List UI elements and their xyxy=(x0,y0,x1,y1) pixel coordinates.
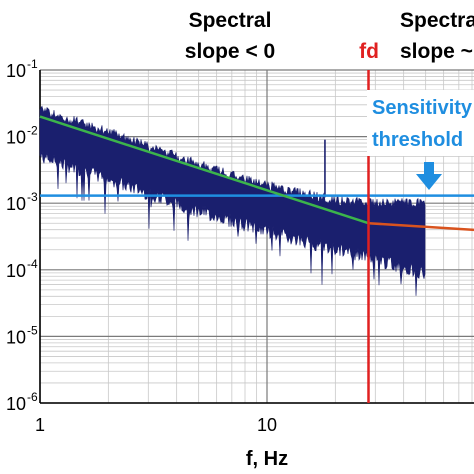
slope-left-line2: slope < 0 xyxy=(185,40,275,63)
y-tick-label: 10 xyxy=(6,61,26,81)
x-axis-label: f, Hz xyxy=(246,448,288,470)
x-tick-label: 1 xyxy=(35,415,45,435)
y-tick-label: 10 xyxy=(6,261,26,281)
y-tick-exponent: -6 xyxy=(27,390,38,404)
spectrum-trace xyxy=(39,105,426,296)
slope-right-line1: Spectral xyxy=(400,9,474,32)
fit-line xyxy=(368,221,474,232)
slope-right-line2: slope ~ xyxy=(400,40,473,63)
y-tick-exponent: -4 xyxy=(27,257,38,271)
threshold-arrow-icon xyxy=(416,162,442,190)
y-tick-exponent: -1 xyxy=(27,57,38,71)
slope-left-line1: Spectral xyxy=(189,9,272,32)
fd-label: fd xyxy=(359,40,379,63)
y-tick-label: 10 xyxy=(6,327,26,347)
spectrum-band xyxy=(39,105,426,296)
x-tick-label: 10 xyxy=(257,415,277,435)
y-tick-exponent: -5 xyxy=(27,323,38,337)
y-tick-label: 10 xyxy=(6,394,26,414)
y-tick-label: 10 xyxy=(6,194,26,214)
sensitivity-label-bg xyxy=(367,90,474,156)
fit-line xyxy=(39,115,369,225)
sensitivity-line2: threshold xyxy=(372,129,463,151)
y-tick-label: 10 xyxy=(6,128,26,148)
y-tick-exponent: -2 xyxy=(27,124,38,138)
y-tick-exponent: -3 xyxy=(27,190,38,204)
sensitivity-line1: Sensitivity xyxy=(372,97,473,119)
